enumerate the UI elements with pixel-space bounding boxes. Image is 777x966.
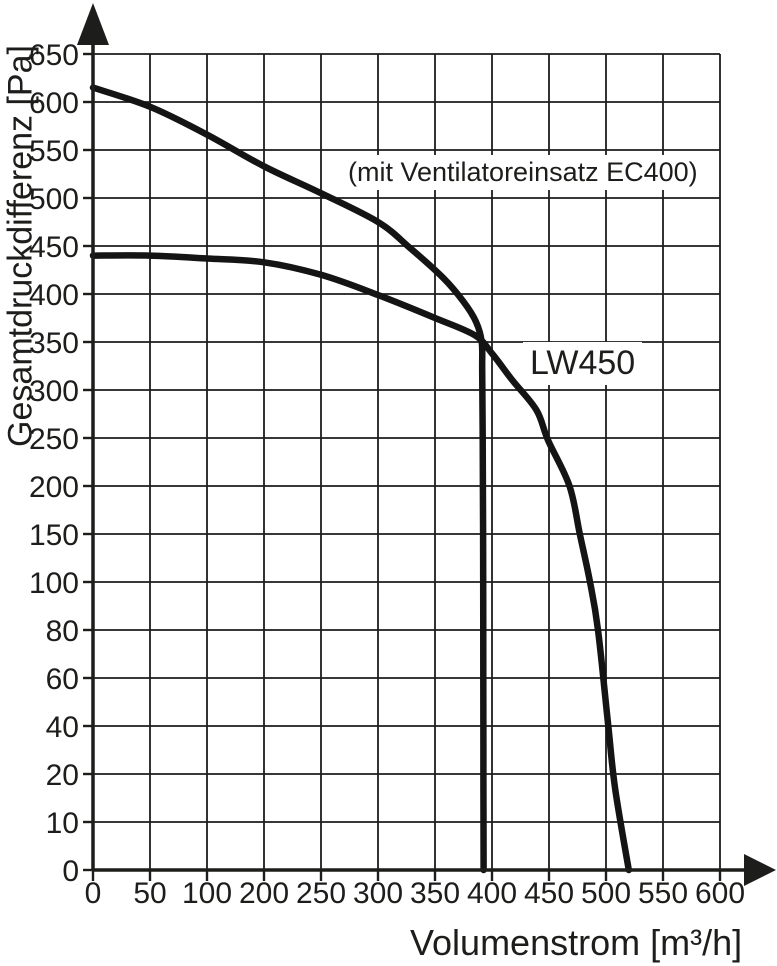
- y-tick-label: 200: [29, 471, 79, 504]
- y-tick-label: 10: [46, 807, 79, 840]
- x-tick-label: 550: [638, 877, 688, 910]
- x-tick-label: 350: [410, 877, 460, 910]
- x-tick-label: 50: [133, 877, 166, 910]
- x-tick-label: 500: [581, 877, 631, 910]
- y-tick-label: 350: [29, 327, 79, 360]
- y-tick-label: 20: [46, 759, 79, 792]
- y-tick-label: 80: [46, 615, 79, 648]
- x-axis-arrow-icon: [744, 854, 776, 886]
- y-tick-label: 550: [29, 135, 79, 168]
- y-tick-label: 500: [29, 183, 79, 216]
- y-tick-label: 250: [29, 423, 79, 456]
- y-axis-title: Gesamtdruckdifferenz [Pa]: [1, 45, 40, 447]
- x-tick-label: 450: [524, 877, 574, 910]
- curve-ec400: [89, 84, 487, 874]
- x-tick-label: 0: [85, 877, 102, 910]
- y-tick-label: 100: [29, 567, 79, 600]
- curve-lw450: [89, 252, 633, 874]
- y-tick-label: 600: [29, 87, 79, 120]
- y-tick-label: 40: [46, 711, 79, 744]
- y-tick-label: 650: [29, 39, 79, 72]
- x-tick-label: 100: [182, 877, 232, 910]
- series-label-ec400: (mit Ventilatoreinsatz EC400): [341, 155, 705, 191]
- y-tick-label: 150: [29, 519, 79, 552]
- x-tick-label: 200: [239, 877, 289, 910]
- x-tick-label: 400: [467, 877, 517, 910]
- x-tick-label: 300: [353, 877, 403, 910]
- y-tick-label: 450: [29, 231, 79, 264]
- x-tick-label: 250: [296, 877, 346, 910]
- y-tick-label: 60: [46, 663, 79, 696]
- x-axis-title: Volumenstrom [m³/h]: [410, 922, 743, 963]
- series-label-lw450: LW450: [523, 342, 643, 386]
- y-axis-arrow-icon: [77, 3, 109, 45]
- x-tick-label: 600: [695, 877, 745, 910]
- y-tick-label: 0: [62, 855, 79, 888]
- y-tick-label: 400: [29, 279, 79, 312]
- y-tick-label: 300: [29, 375, 79, 408]
